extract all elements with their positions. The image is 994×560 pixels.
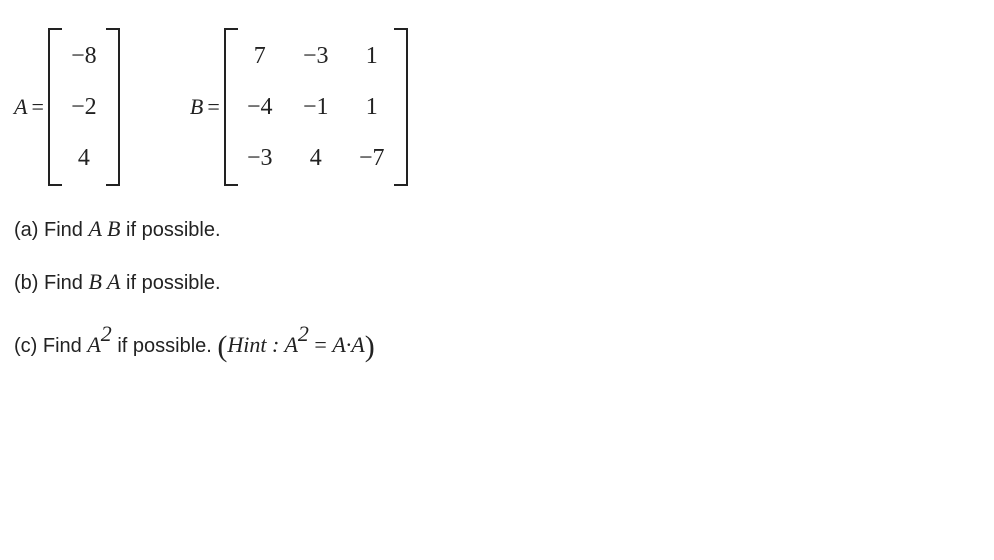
equals-sign-B: = xyxy=(207,94,219,120)
matrix-B-body: 7 −3 1 −4 −1 1 −3 4 −7 xyxy=(238,28,394,186)
matrix-cell: −7 xyxy=(358,144,386,173)
matrix-cell: 4 xyxy=(70,144,98,173)
part-c-prefix: (c) Find xyxy=(14,335,87,357)
part-c-middle: if possible. xyxy=(112,335,218,357)
bracket-left-icon xyxy=(48,28,62,186)
part-c-A: A xyxy=(87,332,100,357)
equals-sign-A: = xyxy=(31,94,43,120)
matrix-cell: 1 xyxy=(358,93,386,122)
matrix-B-label: B xyxy=(190,94,203,120)
hint-equals: = xyxy=(309,332,332,357)
matrix-A-body: −8 −2 4 xyxy=(62,28,106,186)
bracket-right-icon xyxy=(106,28,120,186)
part-c-squared: 2 xyxy=(101,321,112,346)
paren-close-icon: ) xyxy=(365,330,375,363)
matrix-cell: −2 xyxy=(70,93,98,122)
equation-A: A = −8 −2 4 xyxy=(14,28,120,186)
matrix-cell: −1 xyxy=(302,93,330,122)
paren-open-icon: ( xyxy=(217,330,227,363)
part-a: (a) Find A B if possible. xyxy=(14,216,980,242)
matrix-cell: −8 xyxy=(70,42,98,71)
part-a-expression: A B xyxy=(88,216,120,241)
part-b: (b) Find B A if possible. xyxy=(14,269,980,295)
hint-lhs-sup: 2 xyxy=(298,321,309,346)
equation-B: B = 7 −3 1 −4 −1 1 −3 4 −7 xyxy=(190,28,408,186)
part-b-expression: B A xyxy=(88,269,120,294)
part-a-prefix: (a) Find xyxy=(14,219,88,241)
matrix-A: −8 −2 4 xyxy=(48,28,120,186)
part-c: (c) Find A2 if possible. (Hint : A2 = A·… xyxy=(14,321,980,365)
matrix-cell: −3 xyxy=(302,42,330,71)
matrix-cell: 4 xyxy=(302,144,330,173)
matrix-cell: 7 xyxy=(246,42,274,71)
matrix-definitions: A = −8 −2 4 B = 7 −3 1 −4 −1 1 −3 4 −7 xyxy=(14,28,980,186)
matrix-cell: −3 xyxy=(246,144,274,173)
matrix-cell: −4 xyxy=(246,93,274,122)
matrix-B: 7 −3 1 −4 −1 1 −3 4 −7 xyxy=(224,28,408,186)
hint-lhs-base: A xyxy=(284,332,297,357)
part-b-prefix: (b) Find xyxy=(14,272,88,294)
hint-label: Hint : xyxy=(227,332,284,357)
hint-rhs: A·A xyxy=(332,332,364,357)
bracket-left-icon xyxy=(224,28,238,186)
bracket-right-icon xyxy=(394,28,408,186)
matrix-A-label: A xyxy=(14,94,27,120)
part-a-suffix: if possible. xyxy=(120,219,220,241)
part-b-suffix: if possible. xyxy=(120,272,220,294)
matrix-cell: 1 xyxy=(358,42,386,71)
